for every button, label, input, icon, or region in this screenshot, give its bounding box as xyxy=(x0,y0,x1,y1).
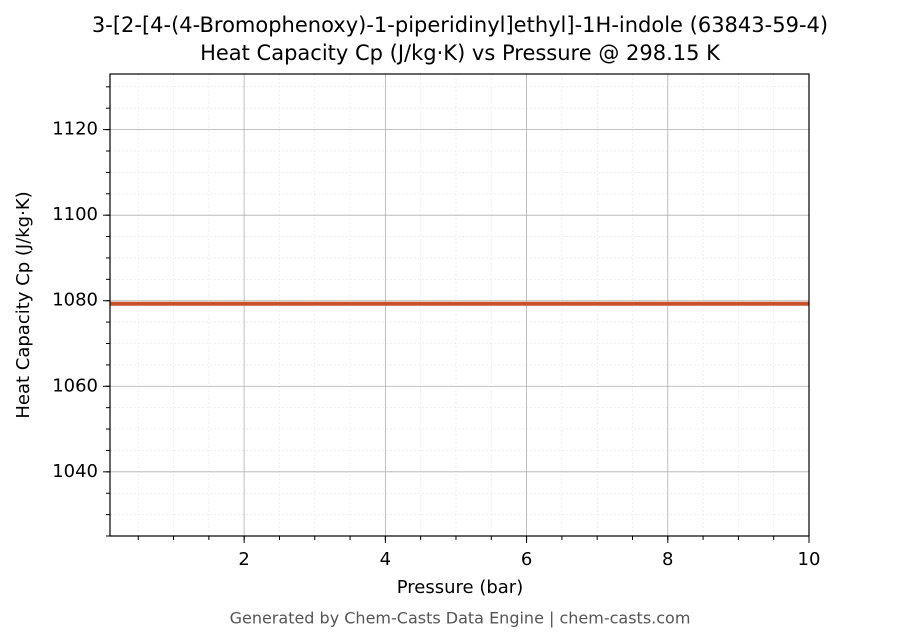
footer: Generated by Chem-Casts Data Engine | ch… xyxy=(230,609,691,628)
plot-frame xyxy=(109,73,810,537)
x-tick-label: 2 xyxy=(238,549,249,570)
y-axis-label: Heat Capacity Cp (J/kg·K) xyxy=(13,191,34,418)
x-tick-label: 4 xyxy=(380,549,391,570)
y-tick-label: 1040 xyxy=(52,461,98,482)
y-tick-label: 1100 xyxy=(52,204,98,225)
chart-subtitle: Heat Capacity Cp (J/kg·K) vs Pressure @ … xyxy=(200,41,721,65)
y-tick-label: 1120 xyxy=(52,119,98,140)
y-tick-label: 1060 xyxy=(52,375,98,396)
x-axis-label: Pressure (bar) xyxy=(397,577,523,598)
x-tick-label: 6 xyxy=(521,549,532,570)
y-tick-label: 1080 xyxy=(52,290,98,311)
x-tick-label: 10 xyxy=(798,549,821,570)
x-tick-label: 8 xyxy=(662,549,673,570)
chart-title: 3-[2-[4-(4-Bromophenoxy)-1-piperidinyl]e… xyxy=(92,13,828,37)
